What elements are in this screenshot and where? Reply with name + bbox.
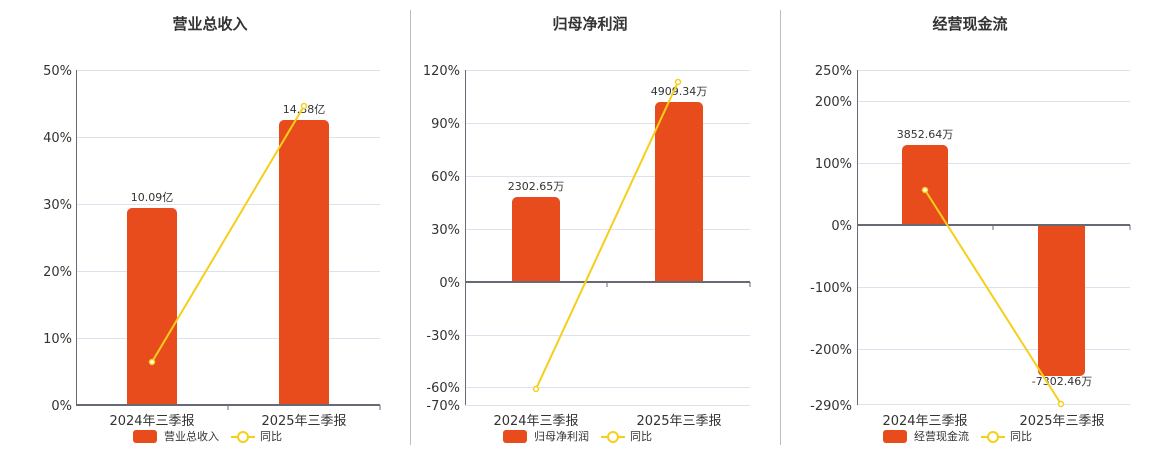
bar-2025[interactable] xyxy=(1038,225,1085,376)
y-tick: 0% xyxy=(51,399,72,414)
bar-2024[interactable] xyxy=(512,197,560,282)
legend-line-icon[interactable] xyxy=(231,430,255,443)
x-tick: 2024年三季报 xyxy=(109,414,194,429)
y-tick: 20% xyxy=(43,265,72,280)
y-tick: 60% xyxy=(431,170,460,185)
legend-line-label[interactable]: 同比 xyxy=(1010,430,1032,443)
yoy-point[interactable] xyxy=(674,78,682,86)
bar-value-label: 4909.34万 xyxy=(651,85,708,98)
chart-legend: 经营现金流 同比 xyxy=(883,428,1032,444)
y-tick: 30% xyxy=(43,198,72,213)
x-tick: 2025年三季报 xyxy=(636,414,721,429)
y-tick: 10% xyxy=(43,332,72,347)
chart-plot: 250% 200% 100% 0% -100% -200% -290% 2024… xyxy=(810,64,1131,429)
y-tick: 50% xyxy=(43,64,72,79)
yoy-point[interactable] xyxy=(1057,400,1065,408)
legend-line-label[interactable]: 同比 xyxy=(630,430,652,443)
y-tick: 0% xyxy=(831,219,852,234)
y-tick: -290% xyxy=(810,399,852,414)
y-tick: 40% xyxy=(43,131,72,146)
y-tick: 0% xyxy=(439,276,460,291)
legend-bar-swatch[interactable] xyxy=(133,429,157,443)
chart-panel-net-profit: 归母净利润 120% 90% 60% 30% 0% -30% -60% -70%… xyxy=(400,0,780,450)
chart-title: 经营现金流 xyxy=(932,15,1008,33)
legend-bar-label[interactable]: 经营现金流 xyxy=(914,430,969,443)
chart-title: 营业总收入 xyxy=(172,15,248,33)
yoy-line xyxy=(151,105,305,363)
yoy-point[interactable] xyxy=(532,385,540,393)
legend-bar-swatch[interactable] xyxy=(883,429,907,443)
divider xyxy=(780,10,781,445)
bar-value-label: 10.09亿 xyxy=(131,191,174,204)
legend-bar-label[interactable]: 归母净利润 xyxy=(534,430,589,443)
x-tick: 2024年三季报 xyxy=(493,414,578,429)
legend-bar-label[interactable]: 营业总收入 xyxy=(164,430,219,443)
chart-panel-revenue: 营业总收入 50% 40% 30% 20% 10% 0% 2024年三季报 20… xyxy=(0,0,410,450)
y-tick: -200% xyxy=(810,343,852,358)
x-tick: 2025年三季报 xyxy=(1019,414,1104,429)
chart-title: 归母净利润 xyxy=(552,15,628,33)
y-tick: 100% xyxy=(815,157,852,172)
yoy-line xyxy=(924,189,1062,405)
bar-value-label: 2302.65万 xyxy=(508,180,565,193)
y-tick: -70% xyxy=(426,399,460,414)
y-tick: -30% xyxy=(426,329,460,344)
chart-legend: 归母净利润 同比 xyxy=(503,428,652,444)
yoy-point[interactable] xyxy=(921,186,929,194)
y-tick: 30% xyxy=(431,223,460,238)
yoy-point[interactable] xyxy=(300,102,308,110)
y-tick: 200% xyxy=(815,95,852,110)
legend-line-icon[interactable] xyxy=(601,430,625,443)
yoy-point[interactable] xyxy=(148,358,156,366)
bar-value-label: 14.38亿 xyxy=(283,103,326,116)
chart-legend: 营业总收入 同比 xyxy=(133,428,282,444)
y-tick: 250% xyxy=(815,64,852,79)
chart-plot: 120% 90% 60% 30% 0% -30% -60% -70% 2024年… xyxy=(423,64,751,429)
y-tick: -100% xyxy=(810,281,852,296)
x-tick: 2024年三季报 xyxy=(882,414,967,429)
yoy-line xyxy=(535,81,679,390)
y-tick: 90% xyxy=(431,117,460,132)
bar-2024[interactable] xyxy=(127,208,177,405)
chart-panel-operating-cashflow: 经营现金流 250% 200% 100% 0% -100% -200% -290… xyxy=(780,0,1160,450)
bar-2025[interactable] xyxy=(279,120,329,405)
bar-2024[interactable] xyxy=(902,145,948,225)
chart-plot: 50% 40% 30% 20% 10% 0% 2024年三季报 2025年三季报… xyxy=(43,64,381,429)
y-tick: 120% xyxy=(423,64,460,79)
bar-value-label: 3852.64万 xyxy=(897,128,954,141)
bar-value-label: -7302.46万 xyxy=(1032,375,1092,388)
divider xyxy=(410,10,411,445)
y-tick: -60% xyxy=(426,381,460,396)
legend-line-label[interactable]: 同比 xyxy=(260,430,282,443)
legend-line-icon[interactable] xyxy=(981,430,1005,443)
bar-2025[interactable] xyxy=(655,102,703,282)
x-tick: 2025年三季报 xyxy=(261,414,346,429)
legend-bar-swatch[interactable] xyxy=(503,429,527,443)
